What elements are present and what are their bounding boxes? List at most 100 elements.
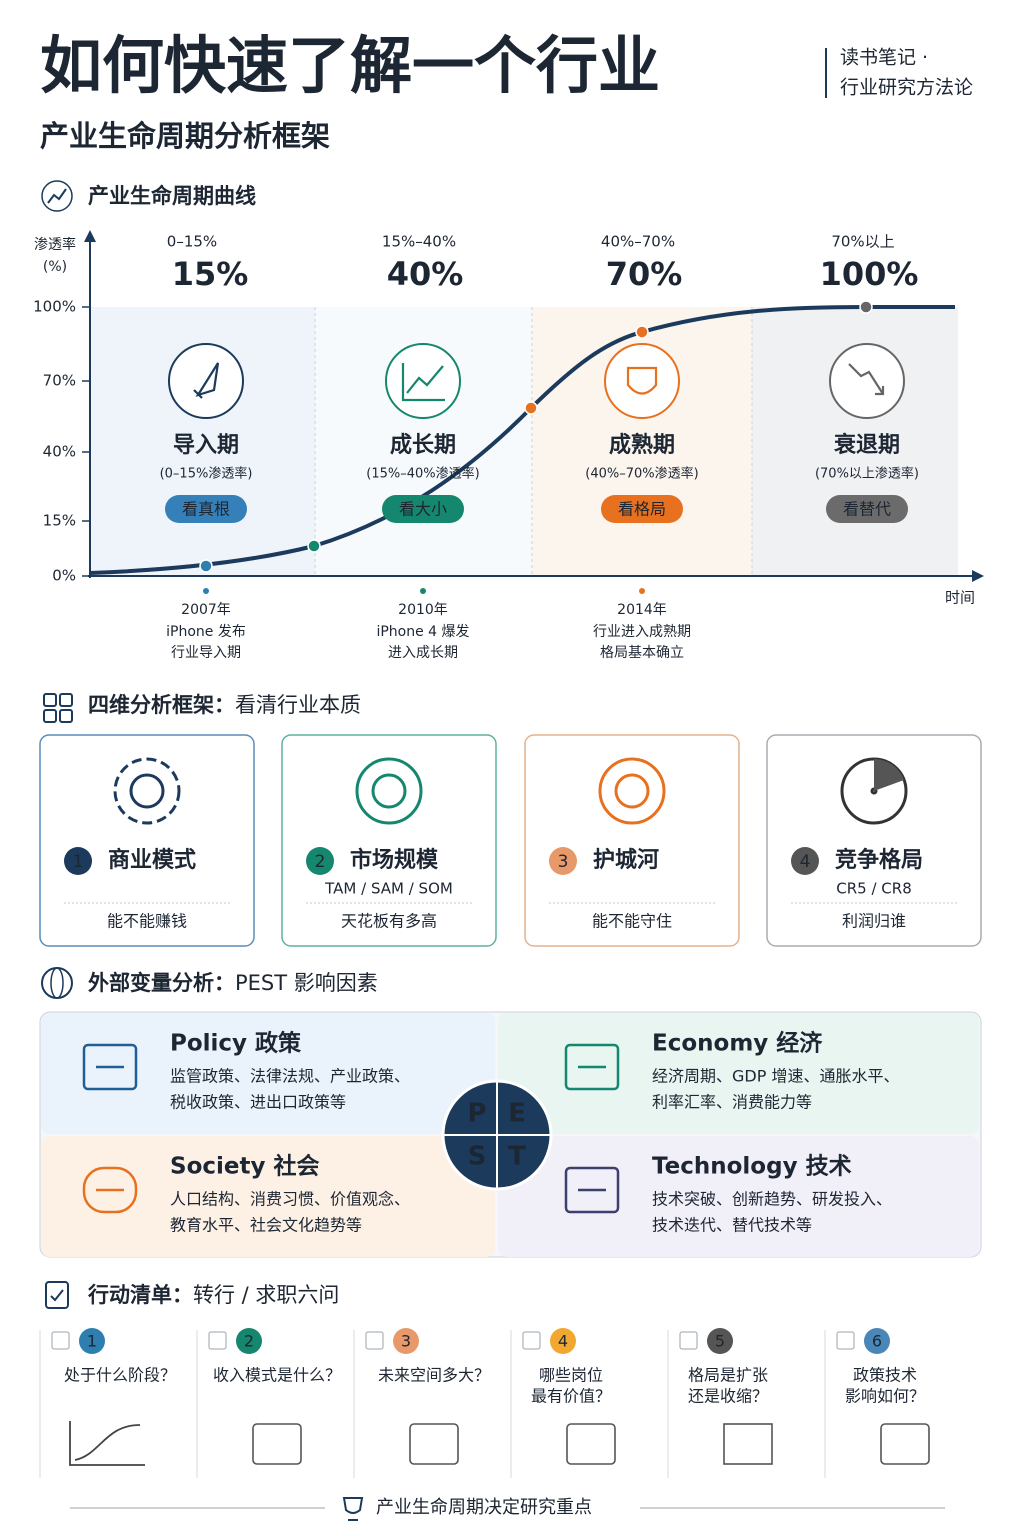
stage-range: 15%–40%	[382, 233, 456, 251]
stage-value: 70%	[606, 255, 683, 293]
action-num-badge	[393, 1328, 419, 1354]
stage-tag-pill	[165, 495, 247, 523]
pest-line: 人口结构、消费习惯、价值观念、	[170, 1190, 410, 1209]
section-heading: 产业生命周期曲线	[88, 184, 256, 208]
action-num-badge	[236, 1328, 262, 1354]
section-icon	[41, 180, 73, 212]
heading-main: 外部变量分析：	[88, 971, 235, 995]
card-num-badge	[549, 847, 577, 875]
stage-name: 导入期	[173, 433, 239, 458]
stage-tag: 看替代	[843, 500, 891, 519]
pest-title: Economy 经济	[652, 1030, 823, 1057]
card-bottom: 天花板有多高	[341, 912, 437, 931]
card-num-badge	[64, 847, 92, 875]
pest-title: Technology 技术	[652, 1154, 852, 1180]
card-icon	[371, 773, 407, 809]
section-heading: 四维分析框架：看清行业本质	[88, 693, 361, 717]
pest-letter: T	[508, 1142, 526, 1172]
stage-icon-glyph	[848, 363, 885, 396]
card-icon	[598, 757, 666, 825]
section-icon	[50, 1289, 64, 1302]
card-icon	[874, 759, 904, 791]
pest-letter: P	[467, 1099, 486, 1129]
stage-icon-glyph	[626, 366, 658, 395]
event-text: 进入成长期	[388, 645, 458, 661]
card-num-badge	[306, 847, 334, 875]
action-question: 最有价值？	[531, 1387, 611, 1406]
action-num: 6	[872, 1332, 882, 1351]
event-text: 行业导入期	[171, 645, 241, 661]
stage-desc: (15%–40%渗透率)	[366, 466, 479, 482]
card-title: 市场规模	[350, 847, 439, 873]
heading-main: 产业生命周期曲线	[88, 184, 256, 208]
stage-name: 成熟期	[609, 432, 675, 458]
card-sub: TAM / SAM / SOM	[324, 880, 453, 898]
stage-value: 100%	[820, 255, 919, 293]
action-question: 政策技术	[853, 1366, 917, 1385]
event-year: 2010年	[398, 602, 448, 618]
curve-point	[524, 401, 538, 415]
lifecycle-curve	[89, 305, 955, 575]
pest-letter: S	[468, 1142, 487, 1172]
action-question: 格局是扩张	[688, 1366, 768, 1385]
stage-tag: 看真根	[182, 500, 230, 519]
pest-line: 税收政策、进出口政策等	[170, 1093, 346, 1112]
subtitle: 产业生命周期分析框架	[40, 119, 330, 153]
y-axis-label: (%)	[43, 259, 67, 275]
pest-line: 教育水平、社会文化趋势等	[170, 1216, 362, 1235]
action-icon	[409, 1423, 459, 1465]
action-checkbox	[522, 1331, 541, 1350]
action-num: 1	[87, 1332, 97, 1351]
x-axis-label: 时间	[945, 589, 975, 607]
stage-range: 0–15%	[167, 233, 217, 251]
framework-card	[39, 734, 255, 947]
stage-tag-pill	[601, 495, 683, 523]
card-icon	[355, 757, 423, 825]
card-num: 4	[800, 852, 811, 872]
card-num: 3	[558, 852, 569, 872]
action-question: 处于什么阶段？	[64, 1366, 176, 1385]
footer-text: 产业生命周期决定研究重点	[376, 1497, 592, 1518]
section-icon	[50, 967, 64, 999]
section-icon	[43, 693, 57, 707]
framework-card	[766, 734, 982, 947]
action-icon	[252, 1423, 302, 1465]
action-icon	[566, 1423, 616, 1465]
event-text: 格局基本确立	[600, 644, 684, 661]
action-checkbox	[51, 1331, 70, 1350]
stage-icon	[604, 343, 680, 419]
card-sub: CR5 / CR8	[836, 880, 911, 898]
event-dot	[639, 588, 645, 594]
stage-icon-glyph	[193, 362, 220, 399]
pest-letter: E	[508, 1099, 526, 1129]
pest-line: 监管政策、法律法规、产业政策、	[170, 1067, 410, 1086]
y-tick-label: 15%	[43, 512, 76, 530]
y-tick-label: 100%	[33, 298, 76, 316]
pest-icon	[564, 1166, 620, 1214]
stage-desc: (40%–70%渗透率)	[585, 466, 698, 482]
pest-title: Society 社会	[170, 1153, 319, 1180]
action-icon	[723, 1423, 773, 1465]
action-icon	[880, 1423, 930, 1465]
card-bottom: 能不能守住	[592, 912, 672, 931]
action-question: 影响如何？	[845, 1387, 925, 1406]
action-question: 收入模式是什么？	[213, 1366, 341, 1385]
action-num: 5	[715, 1332, 725, 1351]
pest-quadrant	[41, 1136, 495, 1257]
stage-range: 70%以上	[831, 233, 894, 251]
title: 如何快速了解一个行业	[40, 29, 660, 102]
stage-tag: 看大小	[399, 500, 447, 519]
x-arrow	[972, 570, 984, 582]
y-tick-label: 40%	[43, 443, 76, 461]
stage-value: 40%	[387, 255, 464, 293]
action-question: 哪些岗位	[539, 1366, 603, 1385]
pest-line: 经济周期、GDP 增速、通胀水平、	[652, 1067, 899, 1086]
stage-tag-pill	[382, 495, 464, 523]
heading-sub: 看清行业本质	[235, 693, 361, 717]
pest-line: 利率汇率、消费能力等	[652, 1093, 812, 1112]
stage-desc: (70%以上渗透率)	[815, 466, 919, 482]
action-num: 4	[558, 1332, 568, 1351]
action-num-badge	[550, 1328, 576, 1354]
section-icon	[43, 709, 57, 723]
